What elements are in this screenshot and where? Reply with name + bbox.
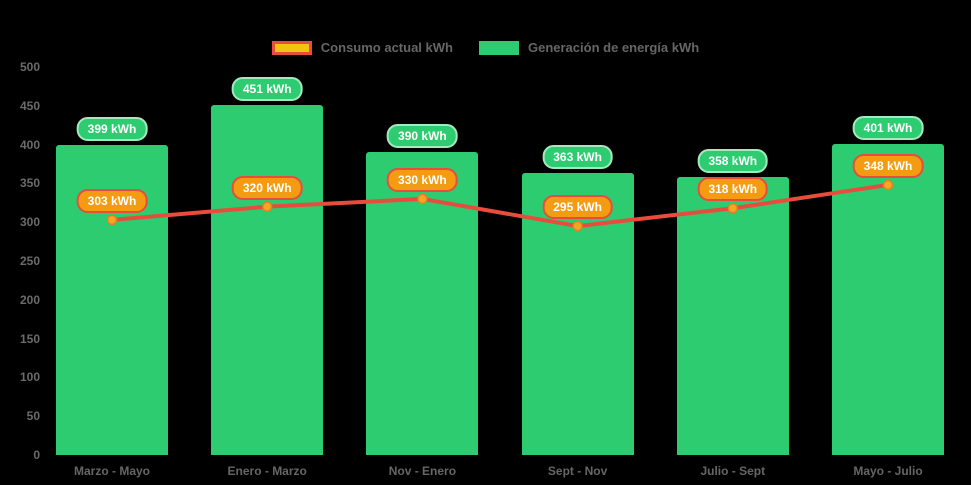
- y-axis-tick-label: 500: [19, 60, 40, 74]
- legend-label-consumo: Consumo actual kWh: [320, 40, 453, 55]
- legend-swatch-consumo-icon: [271, 40, 312, 55]
- consumption-value-badge: 318 kWh: [697, 177, 769, 202]
- consumption-value-badge: 295 kWh: [542, 195, 613, 220]
- y-axis-tick-label: 50: [26, 409, 40, 424]
- consumption-value-badge: 330 kWh: [387, 167, 458, 192]
- generation-value-badge: 399 kWh: [76, 117, 148, 142]
- y-axis-tick-label: 400: [19, 137, 40, 152]
- legend-item-consumo[interactable]: Consumo actual kWh: [271, 40, 453, 55]
- generation-value-badge: 358 kWh: [697, 149, 769, 174]
- x-axis-category-label: Sept - Nov: [547, 464, 608, 478]
- x-axis-category-label: Julio - Sept: [700, 464, 766, 478]
- y-axis-tick-label: 350: [19, 176, 40, 191]
- generation-value-badge: 390 kWh: [387, 124, 458, 149]
- x-axis-category-label: Marzo - Mayo: [73, 464, 150, 478]
- y-axis-tick-label: 0: [33, 448, 40, 462]
- legend-label-generacion: Generación de energía kWh: [527, 40, 700, 55]
- y-axis-tick-label: 450: [19, 98, 40, 113]
- x-axis-category-label: Nov - Enero: [388, 464, 457, 478]
- consumption-value-badge: 320 kWh: [231, 175, 303, 200]
- generation-bar[interactable]: [832, 143, 944, 455]
- generation-bar[interactable]: [676, 177, 789, 455]
- y-axis-tick-label: 300: [19, 215, 40, 230]
- consumption-value-badge: 348 kWh: [852, 153, 924, 178]
- consumption-value-badge: 303 kWh: [76, 188, 148, 213]
- y-axis-tick-label: 200: [19, 292, 40, 307]
- generation-bar[interactable]: [366, 152, 479, 455]
- x-axis-category-label: Enero - Marzo: [227, 464, 307, 478]
- generation-bar[interactable]: [211, 105, 324, 455]
- generation-value-badge: 451 kWh: [231, 77, 303, 102]
- y-axis-tick-label: 150: [19, 331, 40, 346]
- chart-legend: Consumo actual kWh Generación de energía…: [0, 40, 971, 55]
- legend-item-generacion[interactable]: Generación de energía kWh: [478, 40, 700, 55]
- generation-value-badge: 363 kWh: [542, 145, 613, 170]
- legend-swatch-generacion-icon: [478, 40, 519, 55]
- x-axis-category-label: Mayo - Julio: [853, 464, 923, 478]
- y-axis-tick-label: 100: [19, 370, 40, 385]
- generation-value-badge: 401 kWh: [852, 115, 924, 140]
- y-axis-tick-label: 250: [19, 254, 40, 268]
